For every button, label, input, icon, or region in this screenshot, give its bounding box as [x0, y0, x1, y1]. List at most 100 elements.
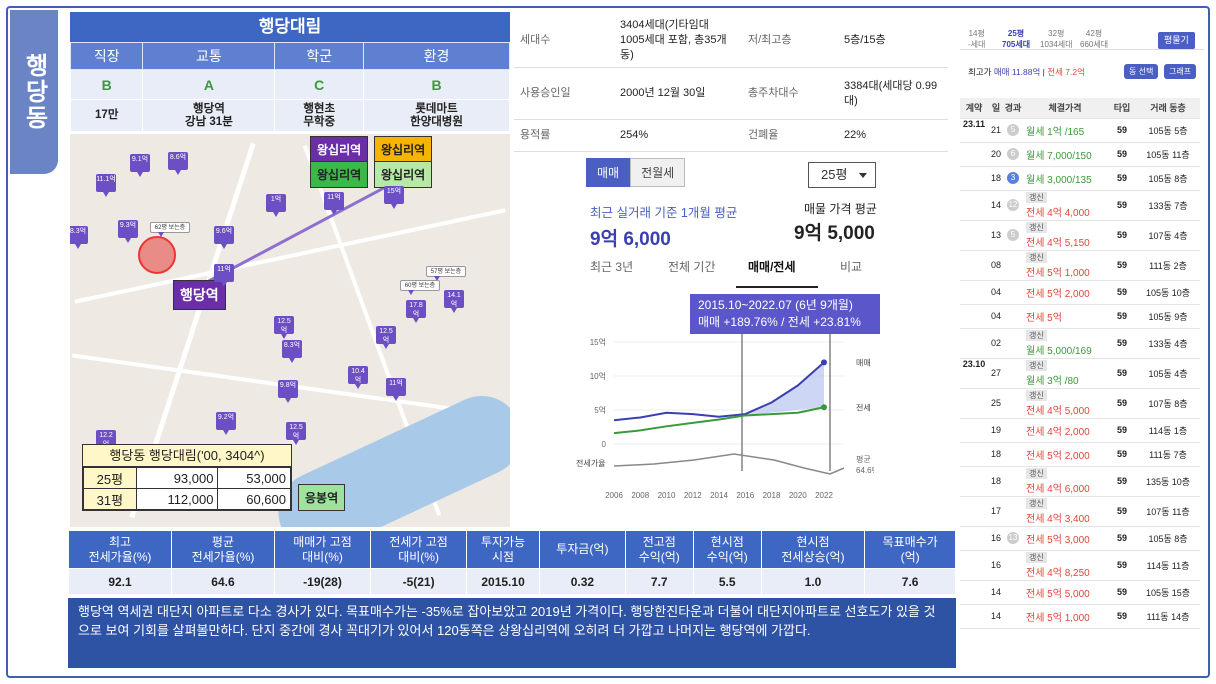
- station-chip[interactable]: 왕십리역: [374, 161, 433, 188]
- series-end-point: [821, 404, 827, 411]
- size-option[interactable]: 32평 1034세대: [1040, 29, 1073, 49]
- transaction-row[interactable]: 14 전세 5억 1,000 59 111동 14층: [960, 604, 1200, 629]
- size-option[interactable]: 42평 660세대: [1080, 29, 1109, 49]
- transaction-row[interactable]: 23.11 21 5 월세 1억 /165 59 105동 5층: [960, 118, 1200, 143]
- transaction-row[interactable]: 18 3 월세 3,000/135 59 105동 8층: [960, 166, 1200, 191]
- price-pin[interactable]: 11억: [386, 378, 406, 401]
- invest-header: 현시점 수익(억): [692, 530, 762, 569]
- price-pin[interactable]: 8.6억: [168, 152, 188, 175]
- row-type: 59: [1108, 418, 1136, 443]
- invest-header: 투자금(억): [539, 530, 626, 569]
- price-pin[interactable]: 17.8억: [406, 300, 426, 323]
- price-pin[interactable]: 12.5억: [376, 326, 396, 349]
- row-day: 02: [988, 328, 1004, 359]
- transaction-row[interactable]: 16 갱신 전세 4억 8,250 59 114동 11층: [960, 550, 1200, 581]
- row-floor: 111동 14층: [1136, 604, 1200, 629]
- price-pin[interactable]: 9.8억: [278, 380, 298, 403]
- row-floor: 107동 4층: [1136, 220, 1200, 251]
- station-chip[interactable]: 왕십리역: [310, 136, 369, 163]
- legend-size: 31평: [83, 488, 137, 510]
- transaction-row[interactable]: 08 갱신 전세 5억 1,000 59 111동 2층: [960, 250, 1200, 281]
- transaction-row[interactable]: 18 갱신 전세 4억 6,000 59 135동 10층: [960, 466, 1200, 497]
- price-pin[interactable]: 9.2억: [216, 412, 236, 435]
- invest-header: 투자가능 시점: [466, 530, 540, 569]
- tab-rent[interactable]: 전월세: [630, 158, 686, 187]
- size-dropdown[interactable]: 25평: [808, 162, 876, 188]
- price-pin[interactable]: 12.5억: [274, 316, 294, 339]
- row-month: [960, 526, 988, 551]
- station-chip[interactable]: 왕십리역: [310, 161, 369, 188]
- x-tick-label: 2016: [736, 491, 754, 500]
- legend-jeonse: 53,000: [217, 467, 291, 489]
- station2-label[interactable]: 응봉역: [298, 484, 346, 511]
- price-pin[interactable]: 57평 보는층: [426, 266, 466, 281]
- transaction-row[interactable]: 04 전세 5억 59 105동 9층: [960, 304, 1200, 329]
- y-tick-label: 5억: [594, 405, 606, 415]
- price-pin[interactable]: 9.6억: [214, 226, 234, 249]
- renewal-badge: 갱신: [1026, 497, 1047, 509]
- price-text: 전세 5억 3,000: [1026, 534, 1090, 546]
- price-text: 전세 5억 1,000: [1026, 267, 1090, 279]
- station-chip[interactable]: 왕십리역: [374, 136, 433, 163]
- graph-button[interactable]: 그래프: [1164, 64, 1197, 79]
- price-pin[interactable]: 60평 보는층: [400, 280, 440, 295]
- building-select-button[interactable]: 동 선택: [1124, 64, 1159, 79]
- y-tick-label: 0: [602, 440, 607, 449]
- tab-all-period[interactable]: 전체 기간: [668, 260, 716, 274]
- price-text: 전세 4억 8,250: [1026, 567, 1090, 579]
- transaction-row[interactable]: 19 전세 4억 2,000 59 114동 1층: [960, 418, 1200, 443]
- size-option[interactable]: 25평 705세대: [1002, 29, 1031, 49]
- price-pin[interactable]: 9.3억: [118, 220, 138, 243]
- price-pin[interactable]: 11억: [324, 192, 344, 215]
- station-label[interactable]: 행당역: [173, 280, 226, 310]
- transaction-row[interactable]: 14 전세 5억 5,000 59 105동 15층: [960, 580, 1200, 605]
- price-pin[interactable]: 11억: [214, 264, 234, 287]
- price-pin[interactable]: 8.3억: [282, 340, 302, 363]
- row-floor: 133동 7층: [1136, 190, 1200, 221]
- tab-recent-3y[interactable]: 최근 3년: [590, 260, 634, 274]
- row-month: [960, 496, 988, 527]
- target-marker[interactable]: [138, 236, 176, 274]
- row-floor: 114동 11층: [1136, 550, 1200, 581]
- tab-sale-jeonse[interactable]: 매매/전세: [748, 260, 796, 274]
- price-pin[interactable]: 15억: [384, 186, 404, 209]
- price-pin[interactable]: 8.3억: [70, 226, 88, 249]
- transaction-row[interactable]: 17 갱신 전세 4억 3,400 59 107동 11층: [960, 496, 1200, 527]
- transaction-row[interactable]: 23.10 27 갱신 월세 3억 /80 59 105동 4층: [960, 358, 1200, 389]
- info-key: 저/최고층: [742, 14, 838, 68]
- info-key: 세대수: [514, 14, 614, 68]
- tab-compare[interactable]: 비교: [840, 260, 863, 274]
- price-chart[interactable]: 15억 10억 5억 0 2006 2008 2010 2012 2014 2016 2018 202…: [574, 296, 874, 502]
- header-school: 학군: [274, 42, 365, 70]
- price-pin[interactable]: 14.1억: [444, 290, 464, 313]
- transaction-row[interactable]: 02 갱신 월세 5,000/169 59 133동 4층: [960, 328, 1200, 359]
- price-pin[interactable]: 12.5억: [286, 422, 306, 445]
- row-day: 18: [988, 166, 1004, 191]
- row-type: 59: [1108, 388, 1136, 419]
- row-month: [960, 580, 988, 605]
- size-option[interactable]: 14평 -세대: [968, 29, 986, 49]
- price-pin[interactable]: 1억: [266, 194, 286, 217]
- price-text: 전세 4억 5,150: [1026, 237, 1090, 249]
- info-key: 용적률: [514, 119, 614, 152]
- transaction-row[interactable]: 16 13 전세 5억 3,000 59 105동 8층: [960, 526, 1200, 551]
- transaction-row[interactable]: 25 갱신 전세 4억 5,000 59 107동 8층: [960, 388, 1200, 419]
- row-type: 59: [1108, 304, 1136, 329]
- row-price: 전세 5억 2,000: [1022, 442, 1108, 467]
- transaction-row[interactable]: 04 전세 5억 2,000 59 105동 10층: [960, 280, 1200, 305]
- row-month: [960, 250, 988, 281]
- row-elapsed: 5: [1004, 220, 1022, 251]
- row-price: 갱신 전세 4억 5,150: [1022, 220, 1108, 251]
- grade-transport: A: [142, 69, 276, 100]
- transaction-row[interactable]: 20 6 월세 7,000/150 59 105동 11층: [960, 142, 1200, 167]
- transaction-row[interactable]: 13 5 갱신 전세 4억 5,150 59 107동 4층: [960, 220, 1200, 251]
- price-pin[interactable]: 10.4억: [348, 366, 368, 389]
- compare-button[interactable]: 평물기: [1158, 32, 1195, 49]
- transaction-row[interactable]: 14 12 갱신 전세 4억 4,000 59 133동 7층: [960, 190, 1200, 221]
- tab-sale[interactable]: 매매: [586, 158, 631, 187]
- price-pin[interactable]: 62평 보는층: [150, 222, 190, 237]
- transaction-row[interactable]: 18 전세 5억 2,000 59 111동 7층: [960, 442, 1200, 467]
- price-pin[interactable]: 9.1억: [130, 154, 150, 177]
- price-pin[interactable]: 11.1억: [96, 174, 116, 197]
- price-widget: 매매 전월세 25평 최근 실거래 기준 1개월 평균 9억 6,000 매물 가…: [586, 158, 896, 288]
